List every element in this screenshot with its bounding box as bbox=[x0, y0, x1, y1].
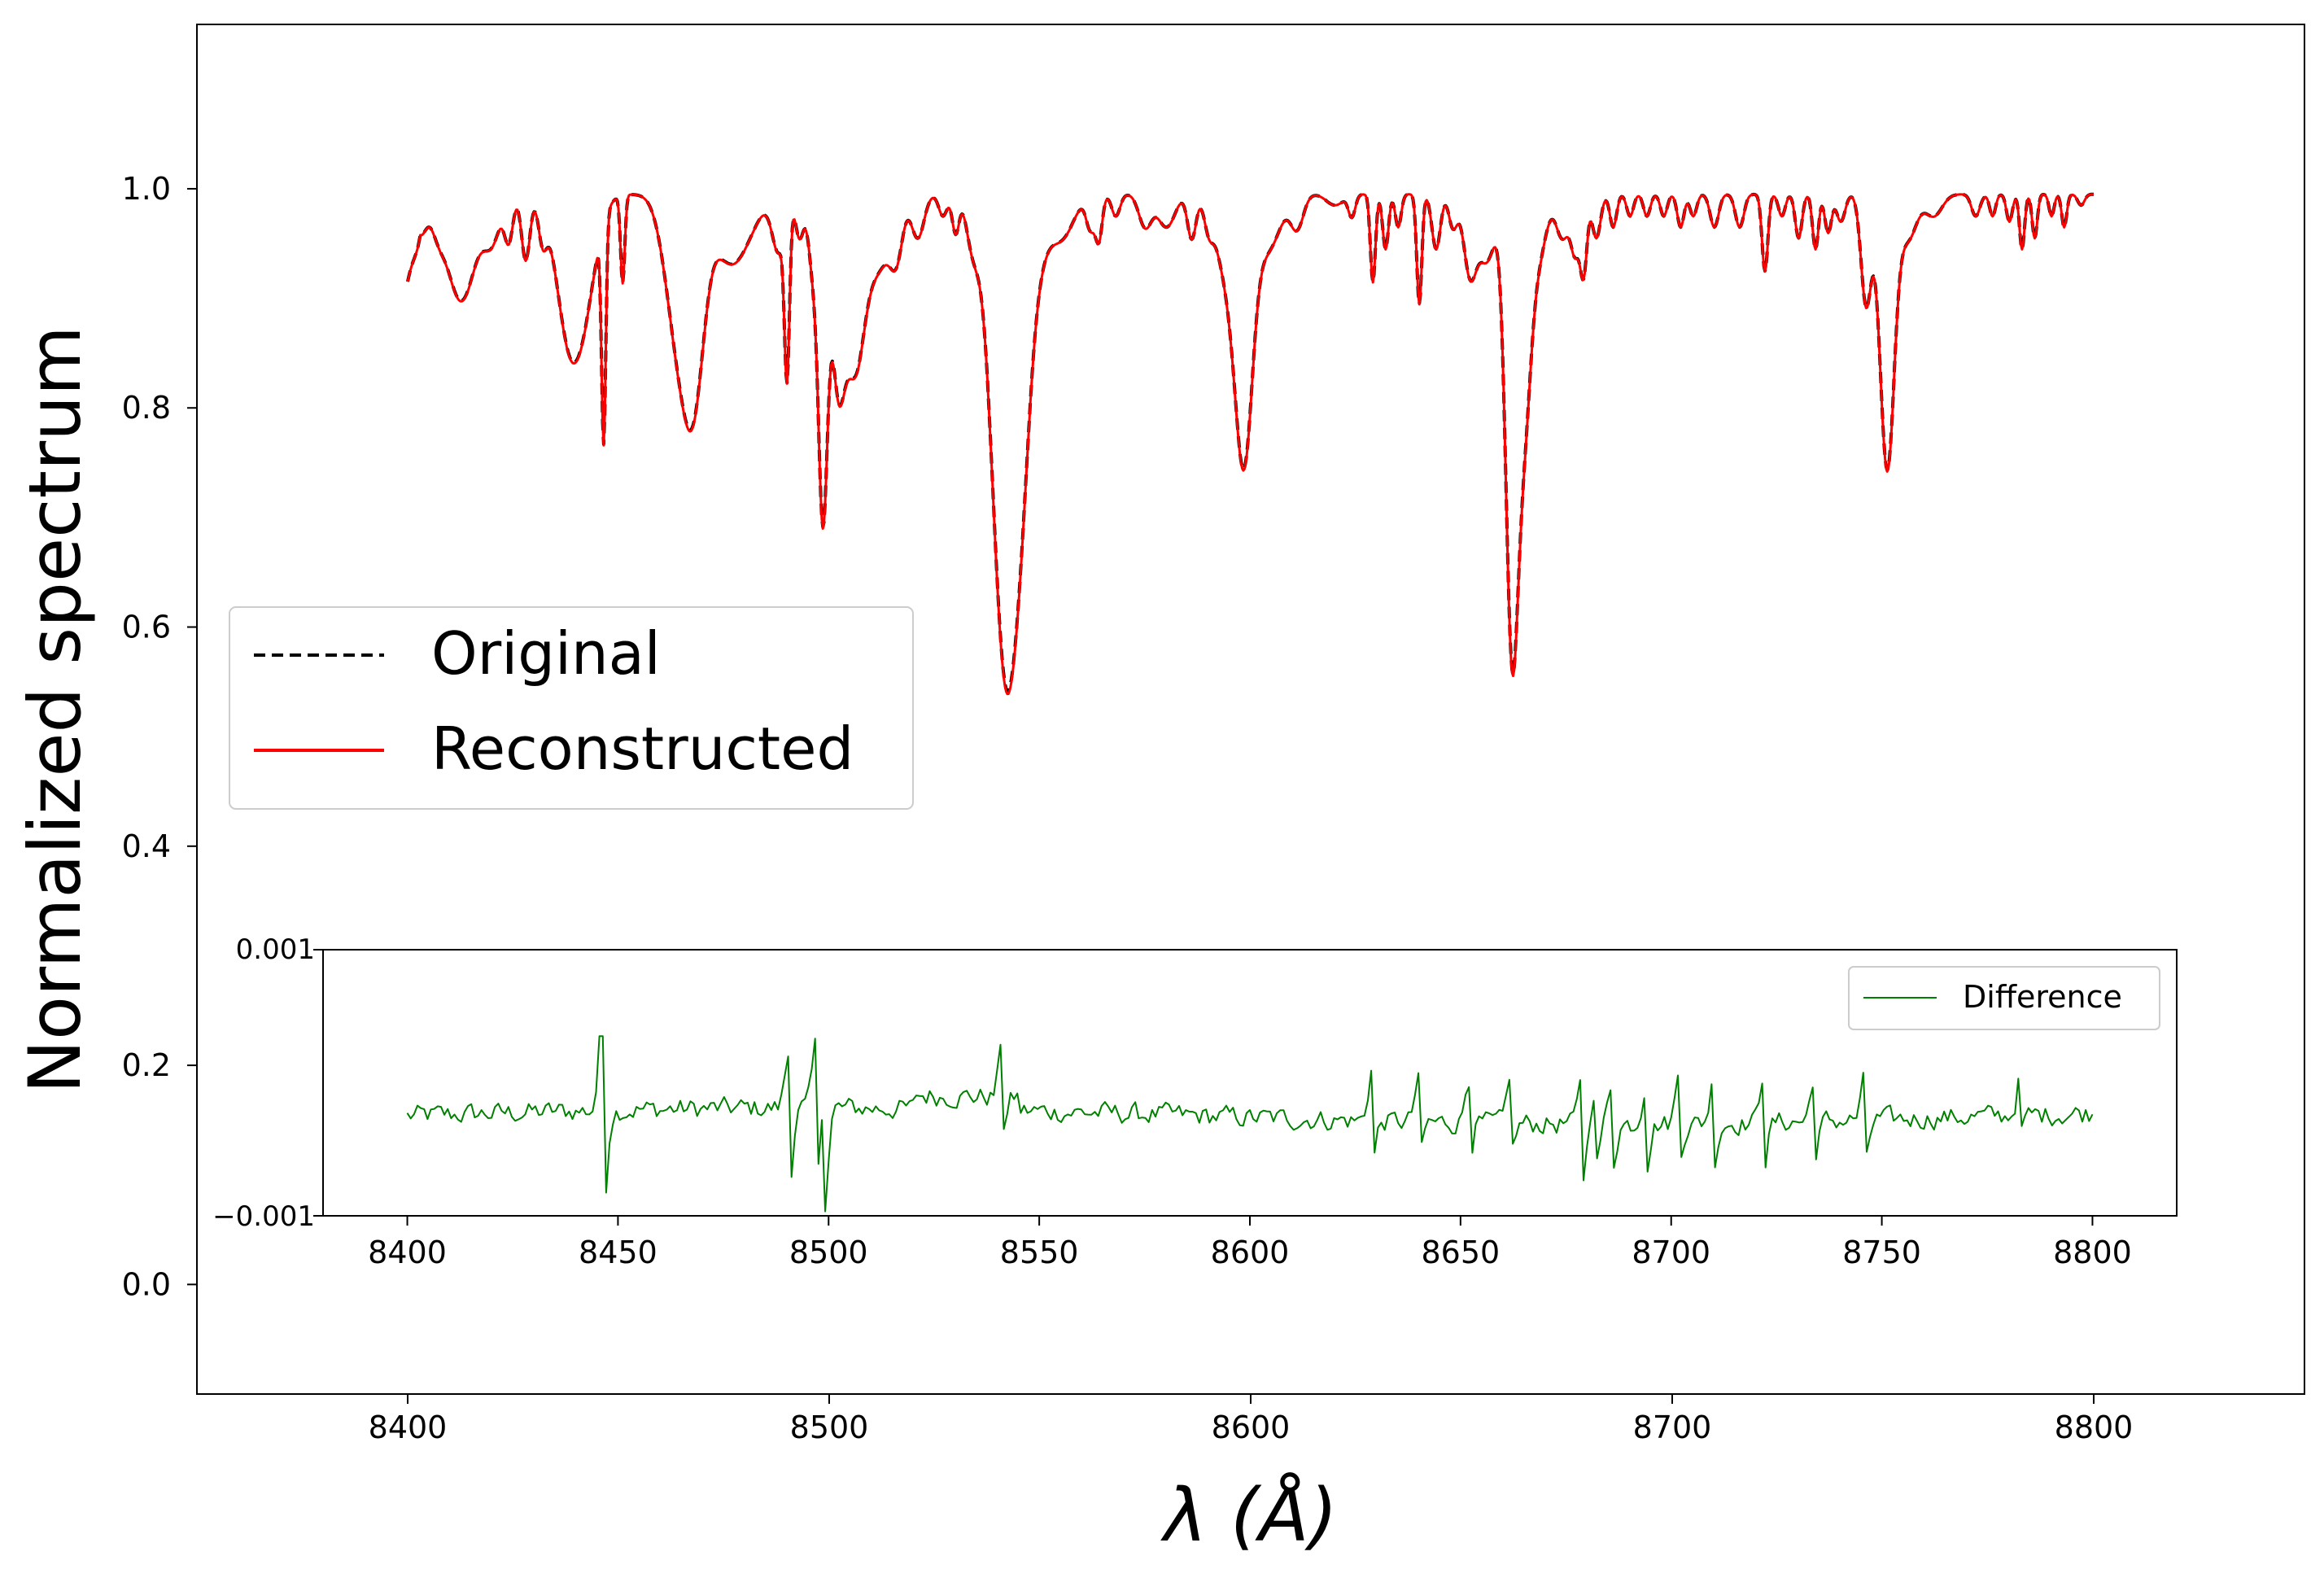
main-xtick-label: 8800 bbox=[2055, 1409, 2134, 1445]
main-ytick-label: 0.6 bbox=[122, 610, 171, 645]
main-ytick-label: 1.0 bbox=[122, 171, 171, 207]
inset-tick-group: 8400 8450 8500 8550 8600 8650 8700 8750 8800 bbox=[313, 949, 2132, 1270]
main-legend-box bbox=[229, 606, 914, 810]
inset-xtick-label: 8700 bbox=[1632, 1235, 1710, 1270]
legend-original-label: Original bbox=[431, 619, 661, 688]
inset-xtick-label: 8750 bbox=[1842, 1235, 1921, 1270]
inset-legend: Difference bbox=[1848, 966, 2160, 1030]
main-xtick-label: 8700 bbox=[1633, 1409, 1712, 1445]
legend-reconstructed-label: Reconstructed bbox=[431, 715, 854, 783]
y-axis-label: Normalized spectrum bbox=[13, 326, 97, 1093]
main-tick-group: 8400 8500 8600 8700 8800 0.0 0.2 0.4 0.6 0.8 1.0 bbox=[122, 171, 2134, 1445]
reconstructed-series-line bbox=[406, 193, 2095, 696]
inset-xtick-label: 8800 bbox=[2053, 1235, 2132, 1270]
inset-ytick-label-top: 0.001 bbox=[236, 933, 315, 966]
inset-xtick-label: 8650 bbox=[1422, 1235, 1501, 1270]
main-xtick-label: 8500 bbox=[790, 1409, 869, 1445]
difference-series-line bbox=[406, 1035, 2094, 1213]
main-ytick-label: 0.0 bbox=[122, 1266, 171, 1302]
main-ytick-label: 0.8 bbox=[122, 390, 171, 426]
inset-xtick-label: 8500 bbox=[789, 1235, 868, 1270]
inset-xtick-label: 8400 bbox=[368, 1235, 447, 1270]
main-xtick-label: 8400 bbox=[369, 1409, 448, 1445]
inset-legend-box bbox=[1848, 966, 2160, 1030]
main-ytick-label: 0.4 bbox=[122, 828, 171, 864]
main-ytick-label: 0.2 bbox=[122, 1047, 171, 1083]
main-series-group bbox=[406, 192, 2095, 696]
main-legend: Original Reconstructed bbox=[229, 606, 914, 810]
main-xtick-label: 8600 bbox=[1212, 1409, 1291, 1445]
inset-series-group bbox=[406, 1035, 2094, 1213]
inset-xtick-label: 8550 bbox=[1000, 1235, 1079, 1270]
x-axis-label: λ (Å) bbox=[1160, 1471, 1338, 1558]
inset-xtick-label: 8600 bbox=[1211, 1235, 1290, 1270]
inset-xtick-label: 8450 bbox=[579, 1235, 657, 1270]
inset-ytick-label-bottom: −0.001 bbox=[212, 1200, 315, 1233]
legend-difference-label: Difference bbox=[1963, 979, 2122, 1015]
